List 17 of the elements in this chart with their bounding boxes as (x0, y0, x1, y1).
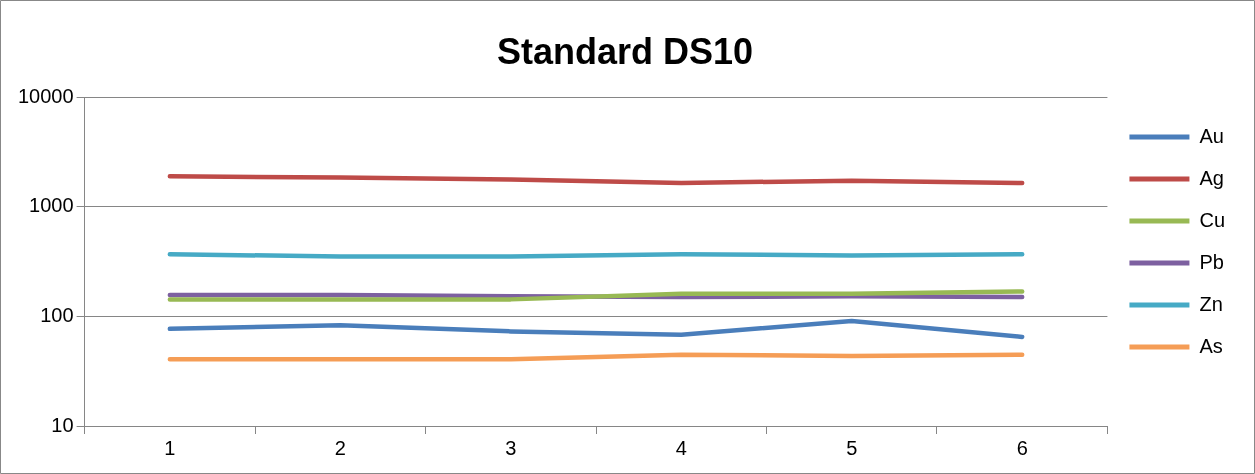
x-tick-label: 4 (675, 436, 687, 459)
legend-label: Cu (1199, 208, 1226, 231)
y-tick-label: 1000 (29, 194, 74, 217)
x-tick-label: 2 (334, 436, 346, 459)
x-tick-label: 6 (1016, 436, 1028, 459)
legend-label: Pb (1199, 250, 1224, 273)
legend-label: As (1199, 334, 1223, 357)
chart-title: Standard DS10 (496, 30, 754, 72)
legend-label: Zn (1199, 292, 1223, 315)
x-tick-label: 3 (505, 436, 517, 459)
y-tick-label: 10 (51, 413, 74, 436)
legend-label: Ag (1199, 166, 1224, 189)
x-tick-label: 5 (846, 436, 858, 459)
y-tick-label: 10000 (17, 84, 74, 107)
y-tick-label: 100 (40, 303, 74, 326)
legend-label: Au (1199, 124, 1224, 147)
x-tick-label: 1 (164, 436, 176, 459)
